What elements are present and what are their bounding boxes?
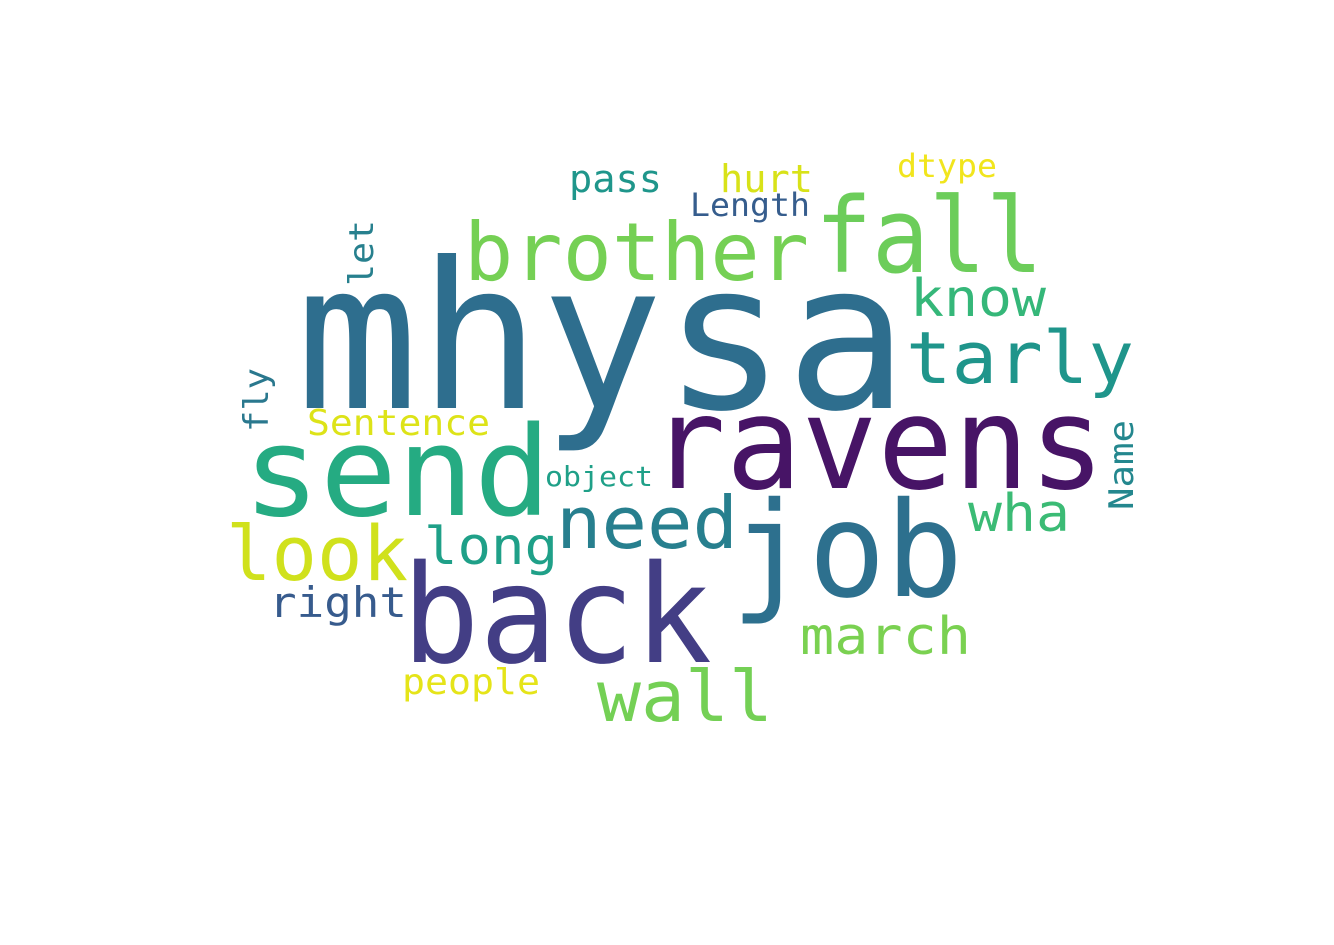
word-people: people [402, 662, 540, 703]
word-name: Name [1102, 420, 1142, 510]
word-wall: wall [597, 656, 773, 738]
word-tarly: tarly [906, 316, 1134, 400]
word-brother: brother [464, 206, 809, 299]
word-mhysa: mhysa [296, 220, 908, 457]
word-right: right [269, 578, 407, 627]
word-sentence: Sentence [307, 403, 490, 444]
word-march: march [800, 607, 971, 667]
word-hurt: hurt [720, 157, 813, 201]
word-ravens: ravens [650, 370, 1105, 519]
word-length: Length [690, 186, 810, 224]
word-fly: fly [237, 368, 277, 432]
word-dtype: dtype [897, 147, 997, 185]
word-know: know [910, 269, 1047, 329]
word-object: object [545, 460, 653, 493]
word-back: back [402, 537, 712, 695]
word-long: long [424, 517, 558, 577]
word-send: send [243, 401, 551, 545]
word-let: let [342, 220, 382, 286]
word-wha: wha [968, 484, 1070, 544]
word-job: job [731, 474, 963, 628]
word-need: need [556, 481, 738, 565]
word-fall: fall [815, 175, 1043, 297]
word-pass: pass [569, 157, 662, 201]
word-look: look [226, 509, 408, 598]
